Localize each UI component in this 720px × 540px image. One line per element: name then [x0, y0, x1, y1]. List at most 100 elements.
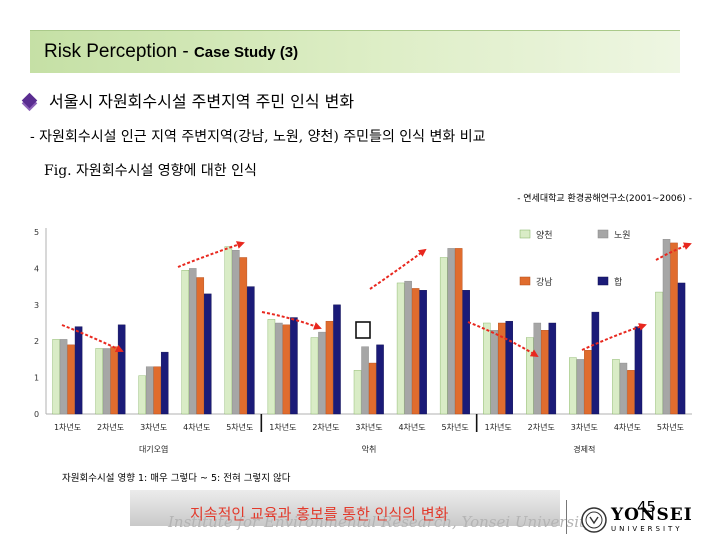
trend-arrow	[61, 324, 124, 353]
bar-양천-4	[224, 246, 233, 415]
legend-label: 강남	[536, 277, 553, 288]
y-tick-label: 3	[34, 301, 39, 310]
bar-양천-2	[138, 375, 146, 415]
bar-노원-5	[275, 322, 283, 415]
bar-합-0	[74, 326, 83, 415]
bar-강남-12	[584, 350, 592, 415]
bar-노원-14	[662, 239, 671, 415]
bar-합-8	[419, 290, 427, 415]
bar-양천-12	[569, 357, 577, 415]
bar-강남-2	[153, 366, 161, 415]
bar-양천-0	[52, 339, 60, 415]
bar-강남-8	[411, 288, 420, 415]
bar-노원-3	[189, 268, 197, 415]
bar-강남-10	[498, 322, 506, 415]
x-tick-label: 4차년도	[614, 422, 641, 432]
scale-footnote: 자원회수시설 영향 1: 매우 그렇다 ~ 5: 전혀 그렇지 않다	[62, 473, 291, 484]
x-tick-label: 5차년도	[442, 422, 469, 432]
group-label: 악취	[362, 444, 377, 454]
bar-합-10	[505, 320, 514, 415]
bar-합-4	[247, 286, 255, 415]
x-tick-label: 5차년도	[657, 422, 684, 432]
bar-강남-7	[368, 362, 377, 415]
bar-합-5	[290, 317, 298, 415]
bar-노원-0	[59, 339, 68, 415]
bar-양천-13	[612, 359, 620, 415]
bar-양천-6	[310, 337, 319, 415]
bar-노원-6	[318, 331, 326, 415]
bar-합-6	[333, 304, 341, 415]
bar-양천-7	[353, 370, 362, 415]
bullet-row: 서울시 자원회수시설 주변지역 주민 인식 변화	[21, 88, 355, 112]
legend-label: 양천	[536, 230, 553, 241]
trend-arrow	[177, 241, 245, 268]
bar-노원-9	[447, 248, 455, 415]
title-main: Risk Perception -	[44, 41, 194, 62]
x-tick-label: 4차년도	[398, 422, 425, 432]
bar-강남-0	[67, 344, 75, 415]
bar-합-12	[591, 311, 600, 415]
bar-양천-14	[655, 291, 663, 415]
x-tick-label: 3차년도	[571, 422, 598, 432]
bar-강남-5	[282, 324, 291, 415]
bar-노원-7	[361, 346, 369, 415]
legend-label: 합	[614, 277, 622, 288]
trend-arrow	[369, 248, 427, 290]
bar-합-7	[376, 344, 384, 415]
x-tick-label: 2차년도	[312, 422, 339, 432]
y-tick-label: 1	[34, 374, 39, 383]
footer-band	[130, 490, 560, 526]
bar-강남-1	[110, 346, 118, 415]
figure-caption: Fig. 자원회수시설 영향에 대한 인식	[44, 163, 257, 179]
x-tick-label: 1차년도	[485, 422, 512, 432]
y-tick-label: 4	[34, 264, 39, 273]
subtitle: - 자원회수시설 인근 지역 주변지역(강남, 노원, 양천) 주민들의 인식 …	[30, 129, 486, 145]
legend-swatch	[597, 276, 609, 286]
legend-label: 노원	[614, 230, 631, 241]
x-tick-label: 2차년도	[528, 422, 555, 432]
bullet-heading: 서울시 자원회수시설 주변지역 주민 인식 변화	[49, 92, 355, 111]
title-bar: Risk Perception - Case Study (3)	[30, 30, 680, 73]
x-tick-label: 3차년도	[355, 422, 382, 432]
legend-swatch	[519, 229, 531, 239]
bar-노원-11	[533, 322, 542, 415]
bar-강남-11	[541, 330, 549, 415]
group-label: 대기오염	[139, 445, 168, 454]
x-tick-label: 1차년도	[54, 422, 81, 432]
footer-divider	[566, 500, 567, 534]
bar-노원-10	[490, 330, 499, 415]
slide-title: Risk Perception - Case Study (3)	[44, 41, 298, 63]
logo-university: UNIVERSITY	[611, 525, 683, 533]
x-tick-label: 1차년도	[269, 422, 296, 432]
bar-강남-3	[196, 277, 205, 415]
page-number: 45	[637, 498, 657, 516]
bar-노원-2	[145, 366, 154, 415]
bar-양천-9	[439, 257, 448, 415]
bar-노원-8	[404, 280, 412, 415]
bar-노원-12	[576, 359, 585, 415]
bar-양천-8	[396, 282, 405, 415]
bar-강남-4	[239, 257, 248, 415]
trend-arrow	[261, 311, 322, 330]
bar-양천-3	[181, 270, 190, 415]
y-tick-label: 5	[34, 228, 39, 237]
bar-합-9	[462, 290, 470, 415]
source-note: - 연세대학교 환경공해연구소(2001~2006) -	[517, 194, 692, 204]
x-tick-label: 3차년도	[140, 422, 167, 432]
bar-합-13	[634, 326, 643, 415]
bar-양천-10	[483, 322, 491, 415]
diamond-bullet-icon	[21, 92, 38, 108]
bar-양천-11	[526, 337, 534, 415]
bar-강남-14	[670, 242, 678, 415]
legend-swatch	[519, 276, 531, 286]
yonsei-logo: YONSEI UNIVERSITY	[581, 507, 693, 533]
logo-yonsei: YONSEI	[611, 505, 693, 525]
y-tick-label: 0	[34, 410, 39, 419]
bar-강남-13	[627, 370, 635, 415]
title-case: Case Study (3)	[193, 44, 299, 61]
bar-강남-6	[325, 320, 334, 415]
bar-양천-5	[267, 319, 276, 415]
square-marker-icon	[355, 321, 371, 339]
trend-arrow	[581, 323, 647, 351]
